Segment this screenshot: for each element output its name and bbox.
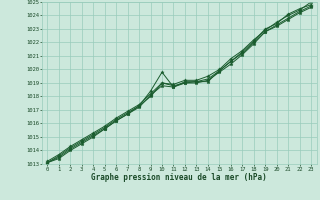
X-axis label: Graphe pression niveau de la mer (hPa): Graphe pression niveau de la mer (hPa) — [91, 173, 267, 182]
